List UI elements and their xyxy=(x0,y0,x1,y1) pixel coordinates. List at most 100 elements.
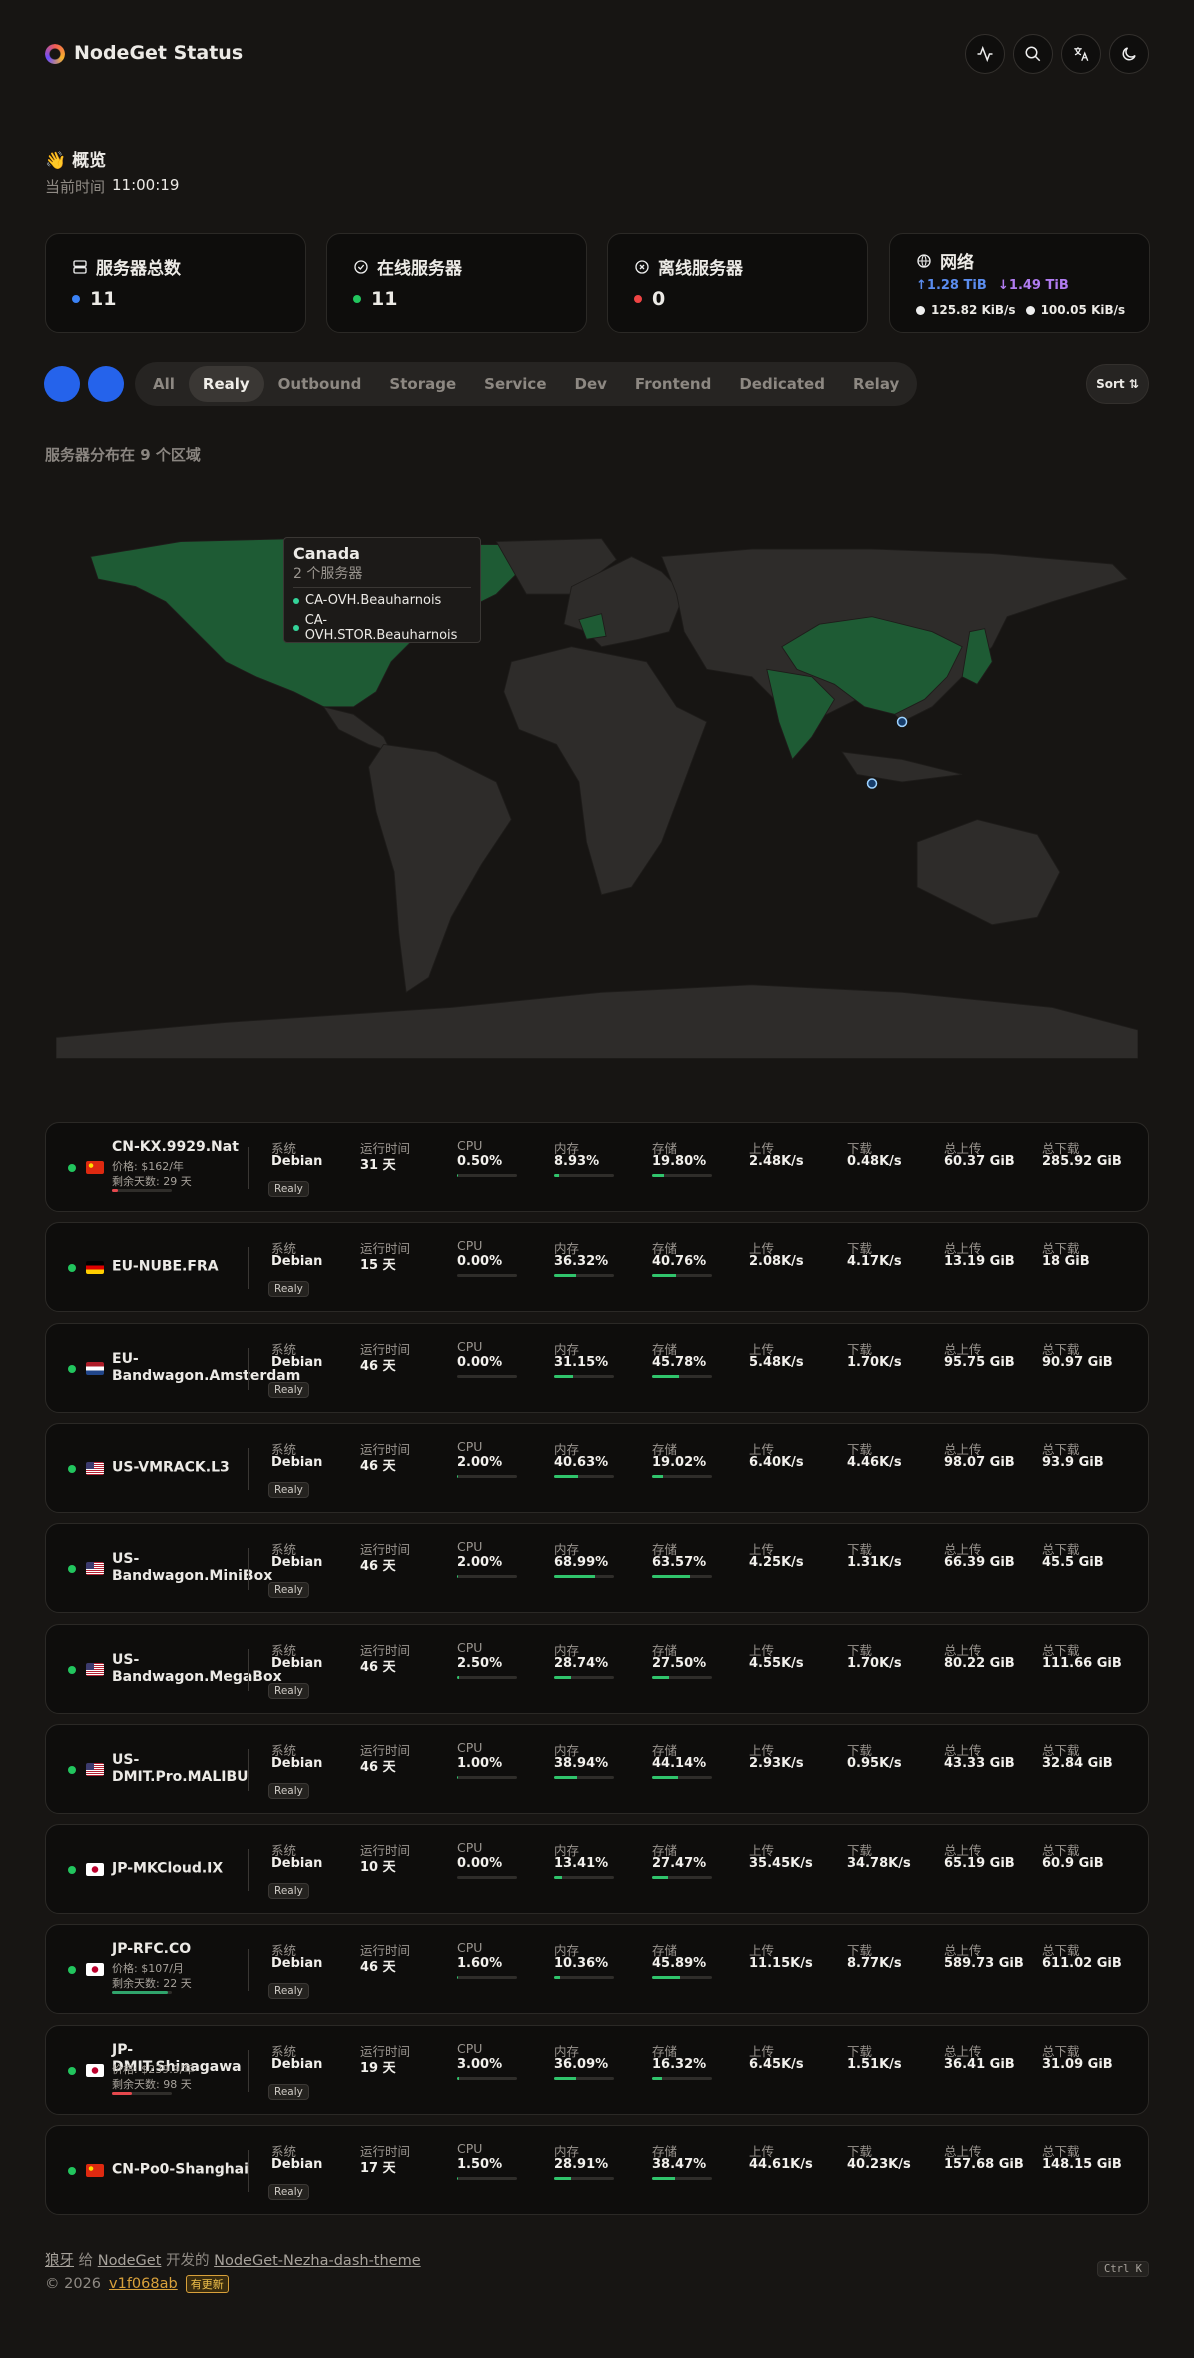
server-row[interactable]: CN-KX.9929.Nat 价格: $162/年 剩余天数: 29 天 系统 Debi… xyxy=(45,1122,1149,1212)
update-badge: 有更新 xyxy=(185,2275,229,2293)
status-button[interactable] xyxy=(965,34,1005,74)
column-value: 40.76% xyxy=(652,1254,707,1270)
usage-bar xyxy=(652,1775,679,1779)
filter-tab[interactable]: Realy xyxy=(188,366,264,402)
search-button[interactable] xyxy=(1013,34,1053,74)
column-label: 系统 xyxy=(271,1943,297,1959)
filter-tab[interactable]: Dev xyxy=(574,375,607,393)
filter-tab[interactable]: Storage xyxy=(389,375,457,393)
usage-bar xyxy=(554,1174,560,1177)
divider xyxy=(248,1648,249,1691)
column-label: CPU xyxy=(457,1639,483,1655)
author-link[interactable]: 狼牙 xyxy=(45,2253,74,2269)
map-view-button[interactable] xyxy=(44,366,80,402)
grid-view-button[interactable] xyxy=(88,366,124,402)
column-value: 65.19 GiB xyxy=(944,1856,1015,1872)
server-row[interactable]: EU-Bandwagon.Amsterdam 系统 Debian 运行时间 46 天 CP… xyxy=(45,1322,1149,1413)
column-value: Debian xyxy=(271,1154,323,1169)
stat-label-wrap: 在线服务器 xyxy=(353,254,462,279)
language-button[interactable] xyxy=(1061,34,1101,74)
column-value: Debian xyxy=(271,1956,323,1972)
server-marker[interactable] xyxy=(866,778,878,789)
upload-total: ↑1.28 TiB xyxy=(916,278,987,293)
column-label: 总下载 xyxy=(1042,1341,1080,1357)
column-value: 1.70K/s xyxy=(847,1655,902,1671)
column-value: 13.41% xyxy=(554,1856,609,1872)
column-value: 31.15% xyxy=(554,1354,609,1370)
server-row[interactable]: US-VMRACK.L3 系统 Debian 运行时间 46 天 CPU 2.00% 内存 40… xyxy=(45,1422,1149,1513)
server-price: 价格: $107/月 xyxy=(112,1962,184,1976)
project-link[interactable]: NodeGet xyxy=(97,2253,162,2269)
status-dot xyxy=(68,1264,76,1273)
divider xyxy=(248,2049,249,2092)
server-row[interactable]: US-DMIT.Pro.MALIBU 系统 Debian 运行时间 46 天 CPU 1.0… xyxy=(45,1723,1149,1814)
country xyxy=(578,613,607,640)
speeds: 125.82 KiB/s 100.05 KiB/s xyxy=(916,303,1125,317)
usage-track xyxy=(652,1575,712,1579)
status-dot xyxy=(68,1966,76,1975)
usage-bar xyxy=(457,1675,459,1679)
usage-bar xyxy=(554,1976,561,1980)
server-row[interactable]: US-Bandwagon.MiniBox 系统 Debian 运行时间 46 天 CPU 2… xyxy=(45,1523,1149,1614)
usage-track xyxy=(554,1976,614,1980)
theme-button[interactable] xyxy=(1109,34,1149,74)
column-value: 1.31K/s xyxy=(847,1555,902,1571)
filter-tab[interactable]: Service xyxy=(484,375,547,393)
divider xyxy=(248,1347,249,1390)
column-value: 31 天 xyxy=(360,1158,396,1173)
column-value: 95.75 GiB xyxy=(944,1354,1015,1370)
flag xyxy=(86,2063,104,2077)
column-label: 内存 xyxy=(554,1943,580,1959)
filter-tab[interactable]: Frontend xyxy=(634,375,712,393)
status-dot xyxy=(293,597,299,604)
column-label: CPU xyxy=(457,1940,483,1956)
current-time: 11:00:19 xyxy=(112,176,180,194)
column-value: 38.94% xyxy=(554,1755,609,1771)
column-label: 存储 xyxy=(652,1141,678,1156)
icon xyxy=(917,253,931,268)
column-label: CPU xyxy=(457,1338,483,1354)
server-row[interactable]: US-Bandwagon.MegaBox 系统 Debian 运行时间 46 天 CPU 2… xyxy=(45,1623,1149,1714)
server-row[interactable]: JP-DMIT.Shinagawa 价格: $239.9/年 剩余天数: 98 天 系… xyxy=(45,2024,1149,2115)
server-row[interactable]: EU-NUBE.FRA 系统 Debian 运行时间 15 天 CPU 0.00% 内存 36.… xyxy=(45,1222,1149,1313)
server-row[interactable]: JP-MKCloud.IX 系统 Debian 运行时间 10 天 CPU 0.00% 内存 1… xyxy=(45,1824,1149,1915)
icon xyxy=(1122,47,1136,61)
usage-track xyxy=(652,1675,712,1679)
server-tag: Realy xyxy=(268,1481,309,1498)
column-label: 运行时间 xyxy=(360,1742,411,1758)
column-label: 存储 xyxy=(652,1943,678,1959)
server-row[interactable]: JP-RFC.CO 价格: $107/月 剩余天数: 22 天 系统 Debian 运行时… xyxy=(45,1924,1149,2015)
server-name: US-Bandwagon.MiniBox xyxy=(112,1551,273,1585)
server-marker[interactable] xyxy=(896,716,908,728)
divider xyxy=(248,1247,249,1290)
usage-bar xyxy=(554,1474,579,1478)
icon xyxy=(1025,305,1035,315)
column-label: 上传 xyxy=(749,1341,775,1357)
filter-tab[interactable]: Relay xyxy=(852,375,900,393)
column-value: 6.45K/s xyxy=(749,2056,804,2072)
tooltip-server: CA-OVH.STOR.Beauharnois xyxy=(304,613,458,643)
server-row[interactable]: CN-Po0-Shanghai 系统 Debian 运行时间 17 天 CPU 1.50% 内… xyxy=(45,2125,1149,2215)
column-label: CPU xyxy=(457,1739,483,1755)
usage-bar xyxy=(457,2076,459,2080)
theme-link[interactable]: NodeGet-Nezha-dash-theme xyxy=(214,2253,421,2269)
usage-track xyxy=(457,2076,517,2080)
usage-bar xyxy=(554,1775,578,1779)
tooltip-title: Canada xyxy=(293,544,360,563)
usage-track xyxy=(554,2076,614,2080)
server-price: 价格: $239.9/年 xyxy=(112,2062,195,2076)
flag xyxy=(86,1361,104,1375)
filter-tab[interactable]: All xyxy=(153,375,175,393)
stat-label-wrap: 服务器总数 xyxy=(72,254,181,279)
column-label: 总上传 xyxy=(944,1943,982,1959)
column-label: 总上传 xyxy=(944,1141,982,1156)
filter-tab[interactable]: Outbound xyxy=(277,375,362,393)
column-label: CPU xyxy=(457,2040,483,2056)
version-link[interactable]: v1f068ab xyxy=(109,2276,178,2292)
sort-button[interactable]: Sort ⇅ xyxy=(1086,364,1149,404)
column-value: 19.02% xyxy=(652,1454,707,1470)
usage-track xyxy=(652,2177,712,2180)
usage-bar xyxy=(554,1274,576,1278)
server-tag: Realy xyxy=(268,1381,309,1398)
filter-tab[interactable]: Dedicated xyxy=(739,375,825,393)
